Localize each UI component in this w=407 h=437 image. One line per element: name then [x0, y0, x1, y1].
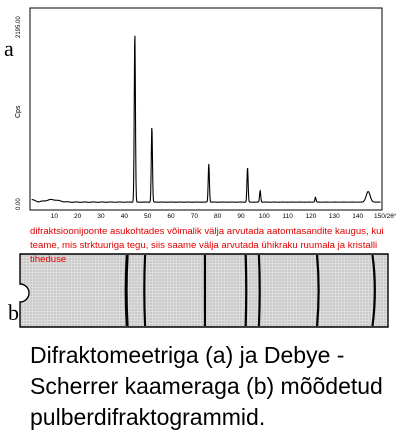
- x-tick-label: 80: [214, 213, 222, 220]
- x-tick-label: 110: [282, 213, 293, 220]
- y-tick-bottom: 0.00: [16, 198, 22, 210]
- x-tick-label: 10: [51, 213, 59, 220]
- debye-scherrer-film: [19, 253, 389, 328]
- x-tick-label: 60: [167, 213, 175, 220]
- film-line: [244, 254, 248, 327]
- x-tick-label: 20: [74, 213, 82, 220]
- film-line: [143, 254, 147, 327]
- x-tick-label: 150/2θ°: [374, 212, 397, 220]
- annotation-note: difraktsioonijoonte asukohtades võimalik…: [30, 226, 384, 265]
- diffraction-trace: [31, 35, 381, 203]
- plot-frame: [29, 7, 383, 211]
- film-line: [371, 254, 376, 327]
- x-tick-label: 90: [237, 213, 245, 220]
- x-tick-label: 30: [97, 213, 105, 220]
- diffractometer-chart: Cps 2195.00 0.00 10 20 30 40 50 60 70 80 90 100 11…: [15, 7, 397, 220]
- film-line: [124, 254, 129, 327]
- x-tick-label: 130: [329, 213, 340, 220]
- diffraction-figure: Cps 2195.00 0.00 10 20 30 40 50 60 70 80 90 100 11…: [15, 7, 397, 328]
- x-tick-label: 120: [306, 213, 317, 220]
- x-tick-label: 100: [259, 213, 270, 220]
- y-axis-label: Cps: [15, 105, 22, 118]
- x-tick-label: 50: [144, 213, 152, 220]
- film-line: [257, 254, 261, 327]
- x-tick-label: 40: [121, 213, 129, 220]
- film-line: [315, 254, 320, 327]
- figure-caption: Difraktomeetriga (a) ja Debye - Scherrer…: [30, 342, 383, 430]
- x-tick-label: 70: [191, 213, 199, 220]
- panel-label-a: a: [4, 36, 14, 61]
- panel-label-b: b: [8, 300, 19, 325]
- x-tick-label: 140: [352, 213, 363, 220]
- y-tick-top: 2195.00: [16, 16, 22, 38]
